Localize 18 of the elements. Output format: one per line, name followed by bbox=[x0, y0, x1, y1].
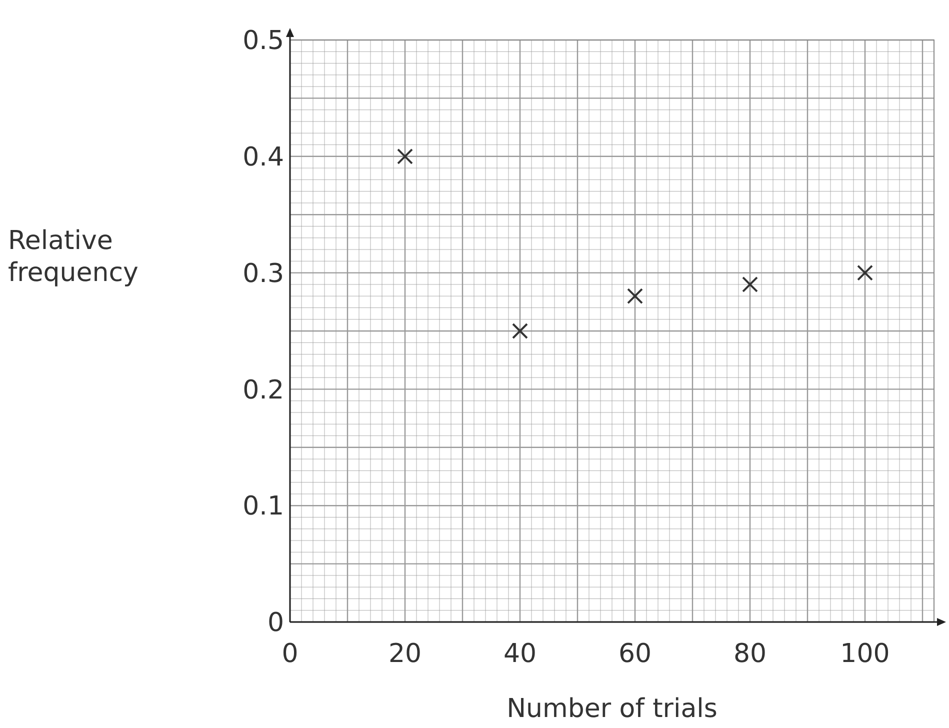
x-tick-label: 60 bbox=[618, 639, 652, 669]
x-tick-label: 20 bbox=[388, 639, 422, 669]
point bbox=[742, 276, 758, 292]
y-axis-title: Relative frequency bbox=[8, 226, 138, 288]
x-tick-label: 80 bbox=[733, 639, 767, 669]
point bbox=[857, 264, 873, 281]
point bbox=[512, 323, 528, 339]
y-tick-label: 0.2 bbox=[242, 375, 284, 406]
y-tick-label: 0.5 bbox=[242, 26, 284, 56]
x-tick-label: 40 bbox=[503, 639, 537, 669]
y-tick-label: 0 bbox=[267, 608, 284, 638]
y-tick-label: 0.1 bbox=[242, 492, 284, 522]
point bbox=[397, 148, 413, 164]
y-tick-label: 0.4 bbox=[242, 142, 284, 172]
y-tick-label: 0.3 bbox=[242, 258, 284, 289]
point bbox=[627, 288, 643, 304]
x-axis-title: Number of trials bbox=[506, 694, 718, 724]
x-tick-label: 100 bbox=[840, 639, 890, 669]
